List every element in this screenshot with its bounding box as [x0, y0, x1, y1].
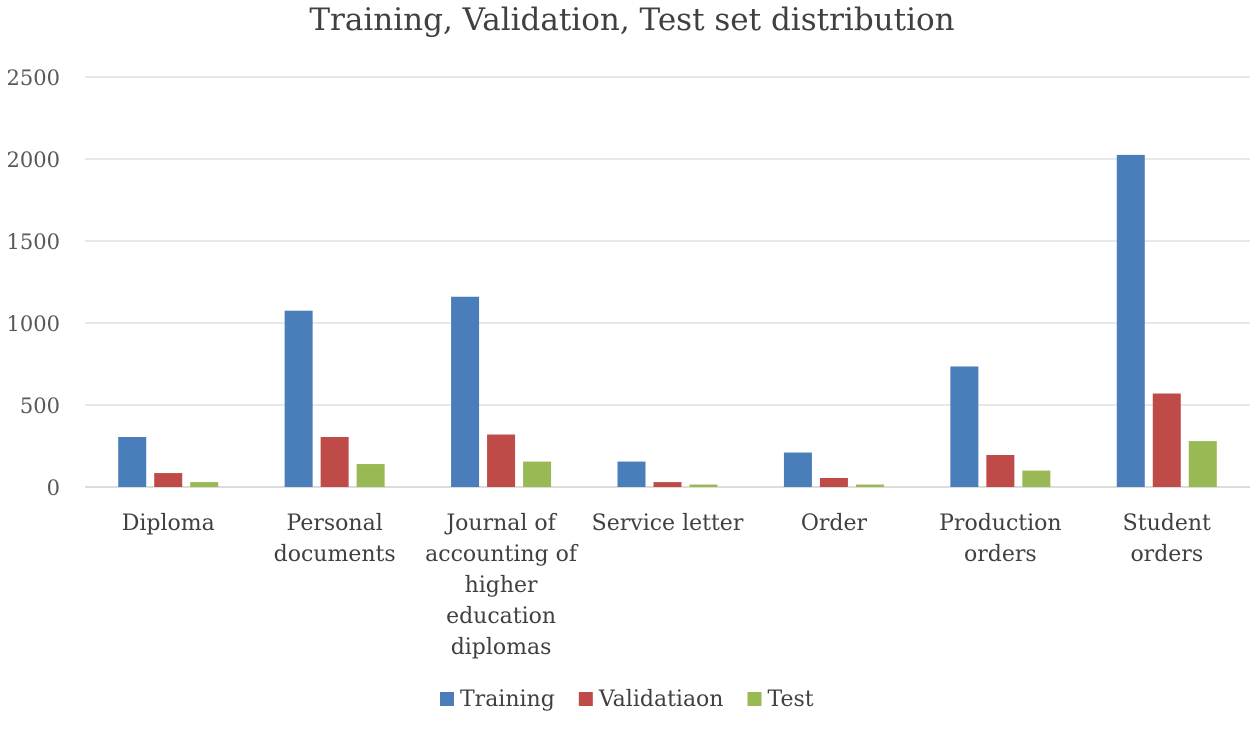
y-tick-label: 2500 — [7, 66, 60, 90]
bar-validatiaon — [986, 455, 1015, 487]
legend-swatch — [747, 692, 762, 706]
y-tick-label: 2000 — [7, 148, 60, 172]
bar-test — [689, 484, 718, 487]
bar-test — [523, 461, 552, 487]
gridlines — [85, 76, 1250, 488]
bar-validatiaon — [487, 434, 516, 487]
bar-test — [190, 482, 219, 487]
x-tick-label: Production orders — [939, 511, 1061, 567]
x-tick-label: Journal of accounting of higher education di… — [425, 511, 579, 660]
bar-test — [356, 464, 385, 487]
bars — [118, 154, 1217, 487]
legend-swatch — [440, 692, 454, 706]
y-tick-label: 1000 — [7, 312, 60, 336]
bar-training — [783, 452, 812, 487]
legend-swatch — [578, 692, 593, 706]
chart-title: Training, Validation, Test set distribut… — [309, 2, 954, 38]
bar-validatiaon — [320, 436, 349, 487]
bar-training — [451, 296, 480, 487]
x-tick-label: Service letter — [592, 511, 744, 536]
y-tick-label: 1500 — [7, 230, 60, 254]
y-tick-label: 0 — [47, 476, 60, 500]
x-tick-label: Personal documents — [274, 511, 396, 567]
bar-validatiaon — [1152, 393, 1181, 487]
legend-label: Test — [767, 687, 813, 712]
x-tick-label: Student orders — [1123, 511, 1211, 567]
bar-training — [617, 461, 646, 487]
bar-training — [1116, 154, 1145, 487]
y-tick-label: 500 — [20, 394, 60, 418]
x-tick-label: Diploma — [122, 511, 215, 536]
x-tick-label: Order — [801, 511, 868, 536]
legend-label: Training — [460, 687, 555, 712]
bar-training — [950, 366, 979, 487]
bar-test — [1022, 470, 1051, 487]
legend: Training Validatiaon Test — [440, 687, 814, 712]
bar-training — [118, 436, 147, 487]
bar-validatiaon — [653, 482, 682, 487]
bar-validatiaon — [819, 477, 848, 487]
bar-training — [284, 310, 313, 487]
bar-test — [855, 484, 884, 487]
y-axis-ticks: 0 500 1000 1500 2000 2500 — [7, 66, 60, 500]
bar-validatiaon — [154, 473, 183, 487]
bar-test — [1188, 441, 1217, 487]
x-axis-labels: Diploma Personal documents Journal of accoun… — [122, 511, 1211, 660]
legend-label: Validatiaon — [598, 687, 724, 712]
